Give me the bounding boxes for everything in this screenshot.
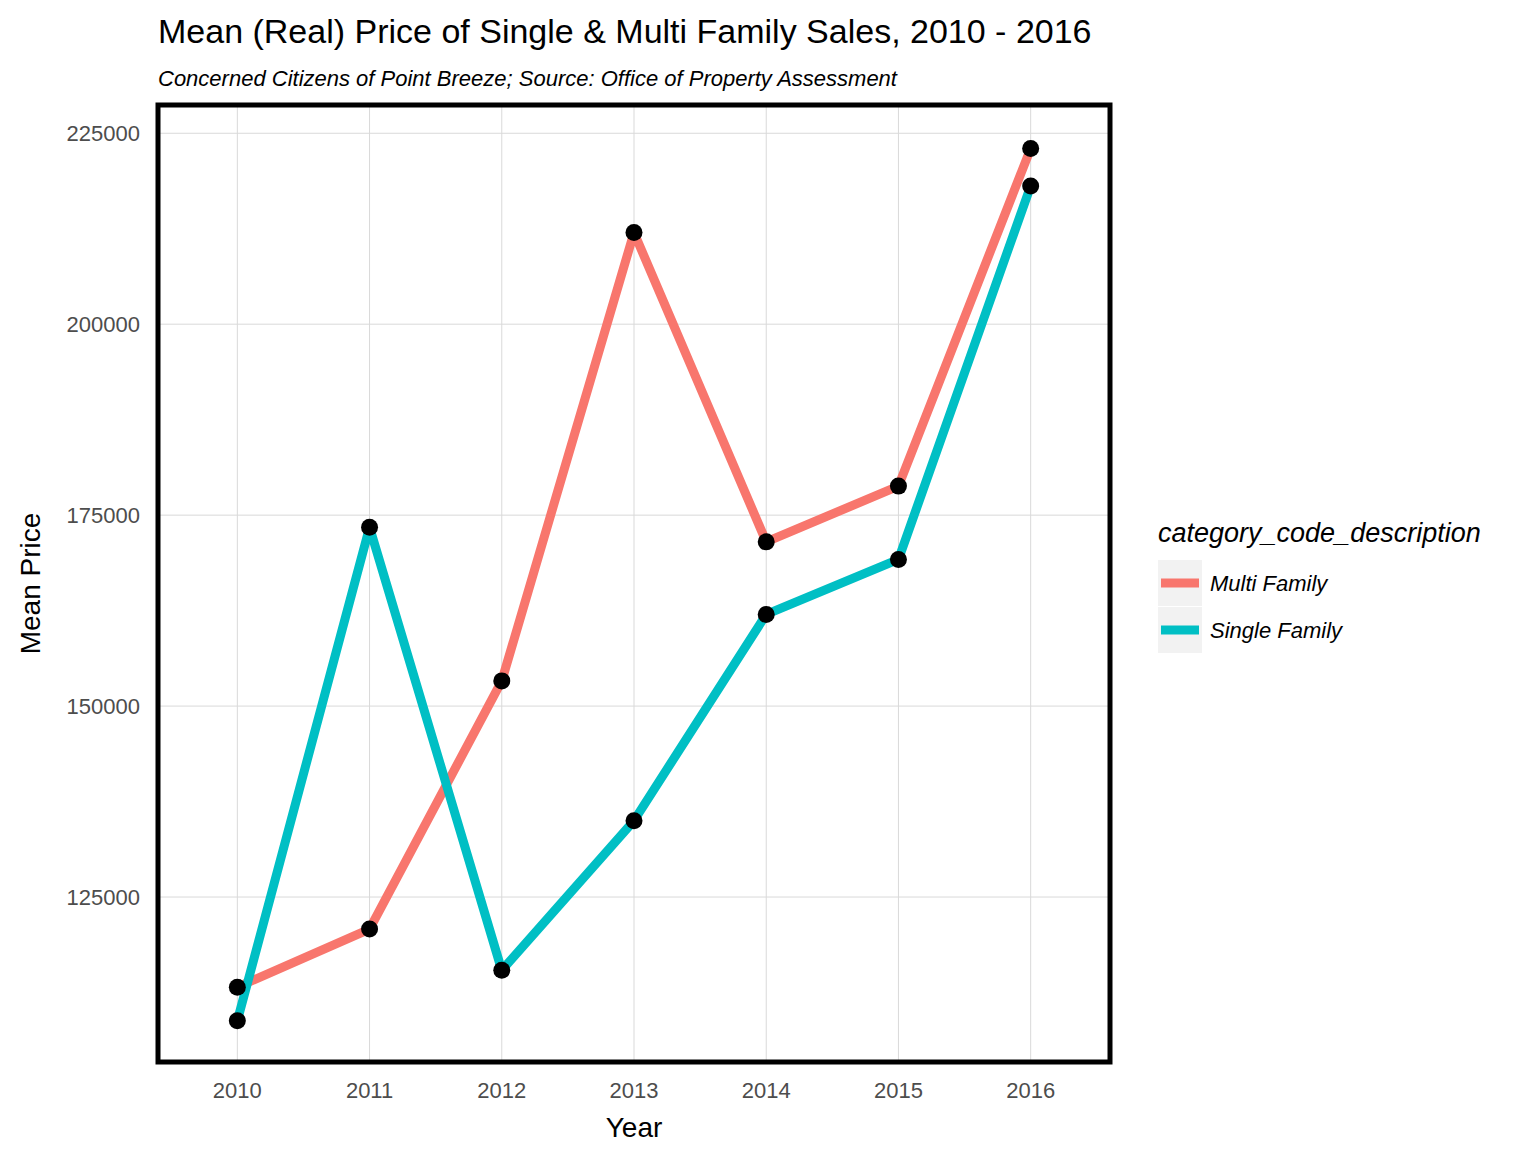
y-tick-label: 225000 — [67, 121, 140, 146]
x-grid-line — [898, 105, 899, 1062]
y-tick-label: 150000 — [67, 694, 140, 719]
data-group — [229, 140, 1039, 1029]
legend-label: Multi Family — [1210, 571, 1329, 596]
point-marker — [626, 812, 643, 829]
point-marker — [361, 921, 378, 938]
y-axis-label: Mean Price — [15, 513, 46, 655]
point-marker — [1022, 140, 1039, 157]
point-marker — [758, 533, 775, 550]
series-line — [237, 186, 1030, 1021]
legend-title: category_code_description — [1158, 518, 1481, 548]
chart-container: Mean (Real) Price of Single & Multi Fami… — [0, 0, 1536, 1152]
point-marker — [361, 519, 378, 536]
point-marker — [493, 962, 510, 979]
legend-key-bg — [1158, 560, 1202, 606]
legend-key-bg — [1158, 607, 1202, 653]
point-marker — [229, 979, 246, 996]
plot-frame — [158, 105, 1110, 1062]
legend-key — [1161, 626, 1199, 635]
x-tick-label: 2010 — [213, 1078, 262, 1103]
x-tick-label: 2016 — [1006, 1078, 1055, 1103]
grid — [158, 105, 1110, 1062]
subtitle: Concerned Citizens of Point Breeze; Sour… — [158, 66, 898, 91]
x-tick-label: 2013 — [610, 1078, 659, 1103]
y-tick-label: 200000 — [67, 312, 140, 337]
y-tick-label: 125000 — [67, 885, 140, 910]
x-axis-label: Year — [606, 1112, 663, 1143]
point-marker — [626, 224, 643, 241]
x-tick-label: 2012 — [477, 1078, 526, 1103]
point-marker — [890, 551, 907, 568]
point-marker — [229, 1012, 246, 1029]
x-grid-line — [369, 105, 370, 1062]
y-tick-label: 175000 — [67, 503, 140, 528]
point-marker — [493, 672, 510, 689]
x-tick-label: 2011 — [346, 1078, 393, 1103]
point-marker — [890, 478, 907, 495]
point-marker — [758, 606, 775, 623]
x-grid-line — [501, 105, 502, 1062]
legend-key — [1161, 579, 1199, 588]
x-tick-label: 2015 — [874, 1078, 923, 1103]
x-grid-line — [1030, 105, 1031, 1062]
chart-svg: Mean (Real) Price of Single & Multi Fami… — [0, 0, 1536, 1152]
legend-label: Single Family — [1210, 618, 1344, 643]
title: Mean (Real) Price of Single & Multi Fami… — [158, 12, 1092, 50]
legend: category_code_description Multi Family Sin… — [1158, 518, 1481, 653]
x-grid-line — [237, 105, 238, 1062]
x-tick-label: 2014 — [742, 1078, 791, 1103]
point-marker — [1022, 177, 1039, 194]
x-grid-line — [766, 105, 767, 1062]
